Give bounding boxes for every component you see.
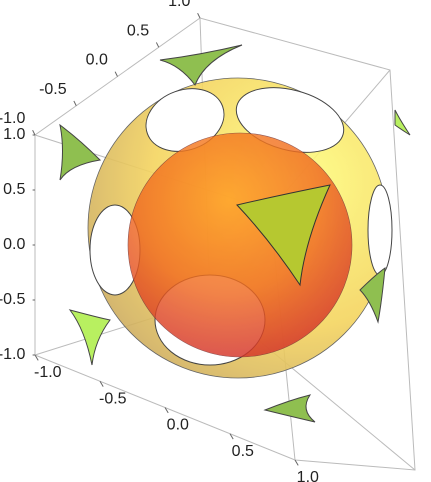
tick-label: 0.5 bbox=[127, 22, 149, 39]
tick-label: 0.5 bbox=[232, 443, 254, 460]
tick-mark bbox=[294, 459, 299, 466]
tick-mark bbox=[99, 380, 104, 387]
tick-mark bbox=[164, 407, 169, 414]
tick-label: 1.0 bbox=[297, 469, 319, 482]
tick-label: 1.0 bbox=[168, 0, 190, 10]
tick-label: 1.0 bbox=[3, 126, 25, 143]
tick-label: 0.0 bbox=[3, 236, 25, 253]
tick-mark bbox=[34, 354, 39, 361]
tick-mark bbox=[197, 12, 201, 19]
tick-label: -0.5 bbox=[99, 390, 127, 407]
tick-label: -1.0 bbox=[34, 364, 62, 381]
tick-label: -1.0 bbox=[0, 346, 25, 363]
tick-label: -0.5 bbox=[0, 291, 25, 308]
tick-mark bbox=[114, 71, 118, 77]
tick-label: 0.0 bbox=[86, 52, 108, 69]
tick-label: 0.0 bbox=[167, 417, 189, 434]
tick-mark bbox=[73, 100, 77, 106]
tick-label: 0.5 bbox=[3, 181, 25, 198]
surfaces bbox=[59, 44, 411, 423]
tick-mark bbox=[229, 433, 234, 440]
tick-label: -0.5 bbox=[39, 81, 67, 98]
tick-mark bbox=[155, 42, 160, 48]
tick-label: -1.0 bbox=[0, 110, 25, 127]
tick-mark bbox=[32, 129, 36, 136]
